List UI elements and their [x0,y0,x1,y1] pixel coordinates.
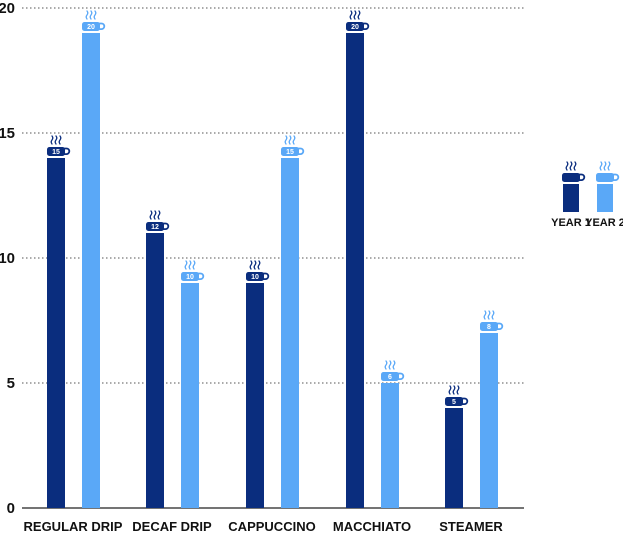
coffee-cup-icon: 15 [281,135,305,156]
y-tick-label: 5 [7,375,15,392]
y-axis-ticks: 0 5 10 15 20 [0,0,15,517]
y-tick-label: 0 [7,500,15,517]
bar [445,408,463,508]
data-label: 6 [388,374,392,381]
data-label: 5 [452,399,456,406]
bar [146,233,164,508]
bar [246,283,264,508]
bar [181,283,199,508]
legend-swatch [563,184,579,212]
legend-swatch [597,184,613,212]
gridlines [22,7,524,509]
data-label: 8 [487,324,491,331]
data-label: 12 [151,224,159,231]
coffee-cup-icon: 20 [346,10,370,31]
coffee-cup-icon: 12 [146,210,170,231]
data-label: 10 [186,274,194,281]
x-tick-label: CAPPUCCINO [228,519,315,534]
bar [381,383,399,508]
coffee-cup-icon: 10 [181,260,205,281]
x-tick-label: DECAF DRIP [132,519,212,534]
bar [480,333,498,508]
data-label: 15 [286,149,294,156]
coffee-cup-icon [596,161,620,182]
bars: 15 12 10 20 5 20 10 15 6 8 [47,10,504,508]
legend-item: YEAR 1 [551,161,591,229]
coffee-cup-icon: 8 [480,310,504,331]
legend-item: YEAR 2 [585,161,623,229]
x-axis-categories: REGULAR DRIP DECAF DRIP CAPPUCCINO MACCHIAT… [24,519,504,534]
data-label: 10 [251,274,259,281]
legend-label: YEAR 1 [551,217,591,229]
y-tick-label: 15 [0,125,15,142]
bar [346,33,364,508]
bar [47,158,65,508]
coffee-cup-icon: 20 [82,10,106,31]
y-tick-label: 10 [0,250,15,267]
coffee-cup-icon: 10 [246,260,270,281]
bar [82,33,100,508]
data-label: 15 [52,149,60,156]
data-label: 20 [351,24,359,31]
coffee-cup-icon: 6 [381,360,405,381]
data-label: 20 [87,24,95,31]
coffee-cup-icon: 5 [445,385,469,406]
bar [281,158,299,508]
coffee-cup-icon [562,161,586,182]
x-tick-label: STEAMER [439,519,503,534]
y-tick-label: 20 [0,0,15,17]
coffee-cup-icon: 15 [47,135,71,156]
x-tick-label: REGULAR DRIP [24,519,123,534]
legend-label: YEAR 2 [585,217,623,229]
x-tick-label: MACCHIATO [333,519,411,534]
